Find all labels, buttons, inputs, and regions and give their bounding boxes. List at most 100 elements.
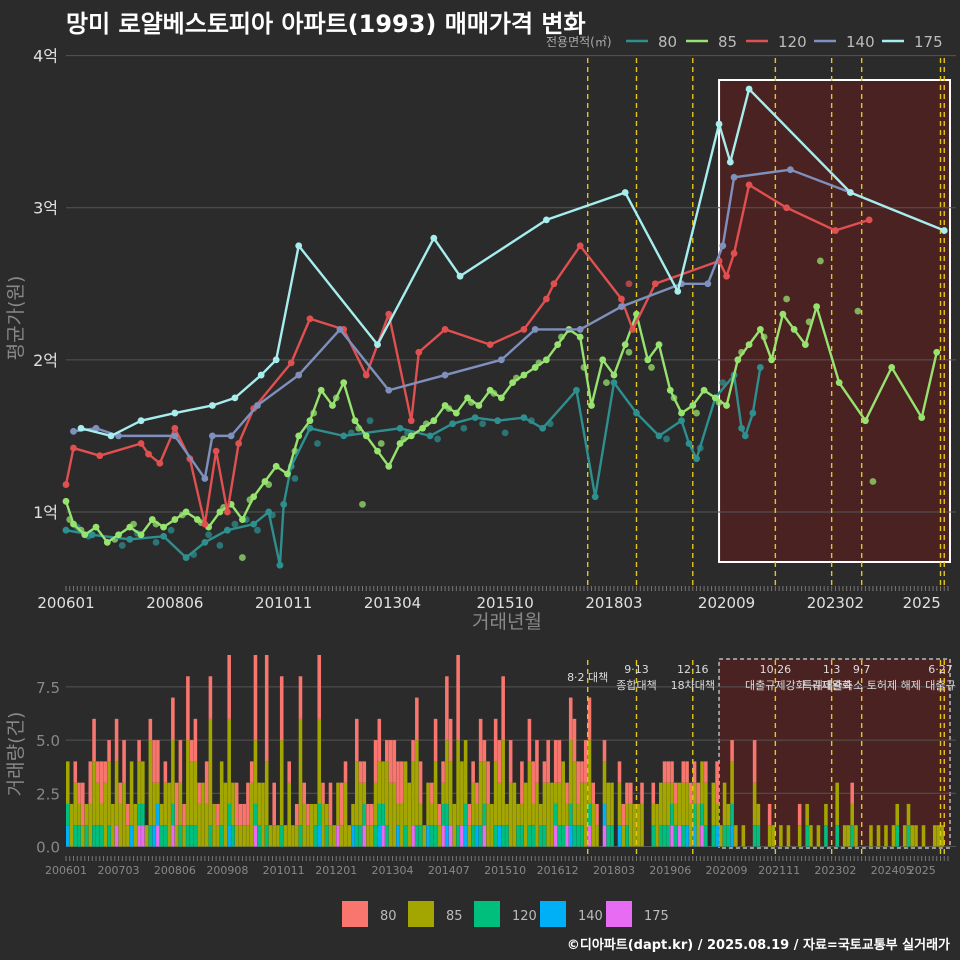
volume-bar bbox=[478, 761, 483, 826]
volume-bar bbox=[568, 740, 573, 804]
volume-bar bbox=[580, 825, 584, 847]
volume-bar bbox=[411, 761, 415, 826]
volume-bar bbox=[805, 825, 809, 847]
volume-bar bbox=[403, 825, 408, 847]
series-point-85 bbox=[137, 531, 145, 539]
volume-bar bbox=[936, 825, 941, 847]
volume-bar bbox=[617, 782, 622, 826]
volume-bar bbox=[689, 803, 693, 847]
series-line-140 bbox=[73, 168, 851, 480]
legend-label-80: 80 bbox=[658, 33, 677, 51]
volume-bar bbox=[234, 782, 239, 826]
volume-bar bbox=[152, 782, 156, 826]
policy-annotation: 8·2 대책 bbox=[567, 671, 608, 684]
volume-bar bbox=[538, 825, 543, 847]
volume-bar bbox=[561, 761, 565, 826]
series-point-85 bbox=[576, 333, 584, 341]
volume-bar bbox=[294, 825, 299, 847]
series-point-140 bbox=[254, 402, 261, 409]
series-point-80 bbox=[678, 417, 685, 425]
volume-bar bbox=[471, 825, 475, 847]
series-point-80 bbox=[340, 432, 348, 440]
highlight-box bbox=[718, 79, 951, 563]
volume-bar bbox=[576, 803, 580, 826]
volume-bar bbox=[722, 825, 727, 847]
scatter-point-85 bbox=[816, 257, 824, 265]
volume-bar bbox=[336, 825, 340, 847]
volume-bar bbox=[651, 803, 656, 826]
volume-bar bbox=[550, 782, 554, 847]
volume-bar bbox=[674, 782, 678, 804]
volume-bar bbox=[583, 782, 588, 847]
volume-bar bbox=[328, 825, 333, 847]
volume-bar bbox=[373, 740, 378, 783]
volume-bar bbox=[456, 825, 460, 847]
series-point-85 bbox=[430, 417, 438, 425]
volume-bar bbox=[576, 825, 580, 847]
policy-annotation: 18차대책 bbox=[671, 679, 715, 692]
volume-bar bbox=[171, 740, 175, 804]
volume-bar bbox=[700, 803, 704, 826]
volume-bar bbox=[842, 825, 847, 847]
volume-bar bbox=[572, 761, 577, 826]
volume-bar bbox=[287, 782, 292, 847]
volume-bar bbox=[869, 825, 873, 847]
volume-bar bbox=[156, 803, 160, 826]
volume-bar bbox=[81, 825, 85, 847]
volume-bar bbox=[137, 740, 141, 762]
volume-bar bbox=[302, 782, 307, 804]
volume-bar bbox=[167, 782, 171, 847]
series-point-85 bbox=[239, 516, 246, 523]
volume-bar bbox=[212, 803, 216, 847]
volume-bar bbox=[163, 761, 168, 783]
volume-bar bbox=[99, 761, 104, 804]
volume-y-tick-label: 5.0 bbox=[36, 732, 60, 750]
volume-bar bbox=[520, 761, 524, 804]
scatter-point-80 bbox=[501, 429, 509, 437]
volume-bar bbox=[568, 697, 573, 741]
price-legend: 전용면적(㎡) 80 85 120 140 175 bbox=[546, 33, 943, 51]
volume-bar bbox=[73, 825, 78, 847]
series-point-120 bbox=[543, 295, 550, 303]
volume-bar bbox=[332, 825, 337, 847]
scatter-point-120 bbox=[625, 280, 633, 288]
volume-bar bbox=[655, 803, 659, 847]
volume-bar bbox=[542, 825, 547, 847]
volume-bar bbox=[204, 803, 209, 847]
series-point-140 bbox=[704, 280, 712, 288]
volume-bar bbox=[159, 825, 164, 847]
volume-bar bbox=[659, 782, 663, 826]
volume-bar bbox=[171, 803, 175, 826]
volume-bar bbox=[606, 825, 611, 847]
volume-bar bbox=[910, 825, 915, 847]
series-point-85 bbox=[216, 508, 224, 516]
volume-bar bbox=[362, 782, 367, 804]
volume-bar bbox=[321, 803, 325, 847]
volume-bar bbox=[388, 740, 393, 783]
volume-bar bbox=[156, 782, 160, 804]
volume-bar bbox=[362, 803, 367, 826]
volume-bar bbox=[659, 825, 663, 847]
volume-bar bbox=[133, 803, 138, 847]
volume-bar bbox=[77, 825, 81, 847]
volume-bar bbox=[730, 761, 734, 804]
volume-bar bbox=[302, 803, 307, 847]
volume-bar bbox=[846, 825, 851, 847]
series-point-80 bbox=[573, 386, 580, 394]
volume-bar bbox=[752, 825, 757, 847]
volume-bar bbox=[96, 825, 100, 847]
series-point-175 bbox=[621, 189, 629, 196]
series-line-175 bbox=[80, 87, 945, 438]
volume-bar bbox=[463, 825, 468, 847]
volume-bar bbox=[231, 782, 235, 826]
volume-bar bbox=[407, 782, 412, 847]
series-point-85 bbox=[531, 364, 539, 371]
volume-legend-label-120: 120 bbox=[512, 909, 537, 924]
volume-bar bbox=[174, 782, 179, 826]
series-point-85 bbox=[497, 394, 505, 402]
volume-bar bbox=[370, 803, 374, 826]
volume-bar bbox=[99, 825, 104, 847]
volume-x-tick-label: 202111 bbox=[758, 864, 800, 877]
volume-bar bbox=[159, 803, 164, 826]
volume-bar bbox=[445, 676, 449, 741]
